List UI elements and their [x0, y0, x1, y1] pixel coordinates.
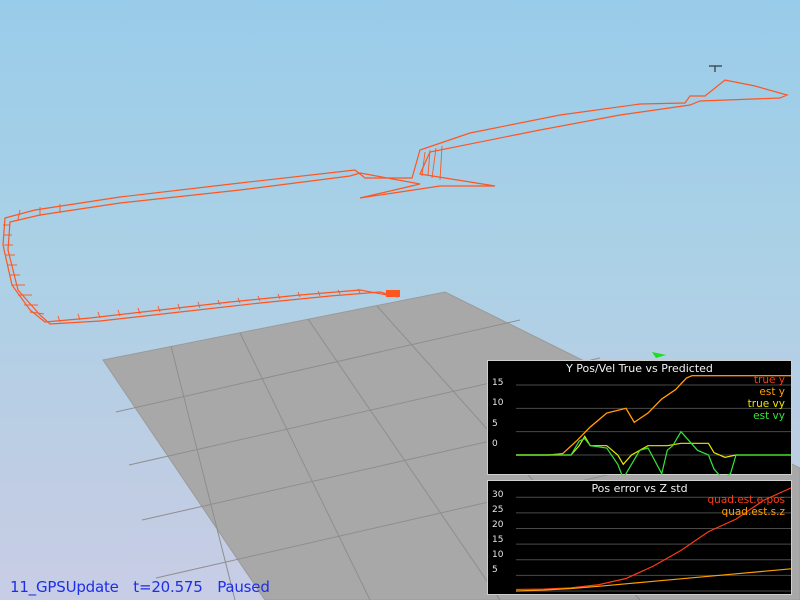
legend-entry: true y: [753, 374, 785, 386]
series-line: [516, 430, 791, 476]
waypoint-marker-icon: [709, 65, 722, 72]
trajectory-rungs: [3, 145, 443, 323]
green-marker-icon: [652, 352, 666, 358]
y-tick-label: 20: [492, 520, 504, 530]
chart-plot-y-pos-vel: [516, 375, 791, 476]
legend-entry: est y: [759, 386, 785, 398]
chart-legend: true y est y true vy est vy: [748, 374, 785, 422]
y-tick-label: 25: [492, 505, 504, 515]
quad-marker: [386, 290, 400, 297]
y-tick-label: 15: [492, 378, 504, 388]
y-tick-label: 15: [492, 535, 504, 545]
status-bar: 11_GPSUpdate t=20.575 Paused: [10, 578, 270, 596]
legend-entry: quad.est.s.z: [721, 506, 785, 518]
sim-state: Paused: [217, 578, 270, 596]
y-tick-label: 5: [492, 565, 498, 575]
chart-plot-pos-error: [515, 487, 792, 592]
chart-legend: quad.est.e.pos quad.est.s.z: [708, 494, 786, 518]
chart-panel-pos-error[interactable]: Pos error vs Z std 30 25 20 15 10 5 quad…: [487, 480, 792, 595]
legend-entry: est vy: [753, 410, 785, 422]
chart-title: Y Pos/Vel True vs Predicted: [566, 362, 713, 375]
legend-entry: true vy: [747, 398, 785, 410]
series-line: [516, 375, 791, 456]
series-line: [516, 435, 791, 466]
y-tick-label: 5: [492, 419, 498, 429]
sim-time: t=20.575: [133, 578, 203, 596]
series-line: [515, 487, 792, 591]
chart-panel-y-pos-vel[interactable]: Y Pos/Vel True vs Predicted 15 10 5 0 tr…: [487, 360, 792, 476]
trajectory-ribbon: [2, 79, 789, 325]
legend-entry: quad.est.e.pos: [707, 494, 786, 506]
chart-title: Pos error vs Z std: [591, 482, 688, 495]
series-line: [515, 568, 792, 592]
y-tick-label: 10: [492, 398, 504, 408]
y-tick-label: 30: [492, 490, 504, 500]
scenario-name: 11_GPSUpdate: [10, 578, 119, 596]
y-tick-label: 0: [492, 439, 498, 449]
y-tick-label: 10: [492, 550, 504, 560]
